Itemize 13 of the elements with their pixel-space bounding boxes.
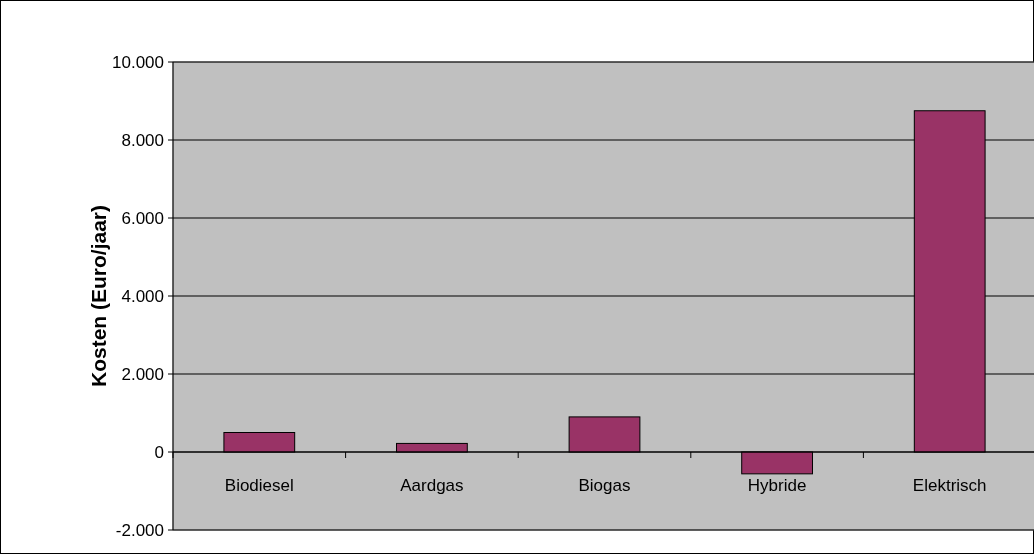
y-tick-label: 4.000	[121, 286, 164, 306]
x-tick-label: Elektrisch	[912, 476, 987, 495]
x-tick-label: Hybride	[747, 476, 807, 495]
y-tick-label: 6.000	[121, 208, 164, 228]
y-tick-label: 0	[154, 442, 164, 462]
y-tick-label: 2.000	[121, 364, 164, 384]
y-tick-label: 10.000	[112, 52, 164, 72]
x-tick-label: Aardgas	[400, 476, 464, 495]
y-tick-label: -2.000	[115, 520, 164, 540]
x-tick-label: Biodiesel	[224, 476, 294, 495]
y-axis-title: Kosten (Euro/jaar)	[87, 204, 110, 388]
y-tick-label: 8.000	[121, 130, 164, 150]
x-tick-label: Biogas	[578, 476, 631, 495]
